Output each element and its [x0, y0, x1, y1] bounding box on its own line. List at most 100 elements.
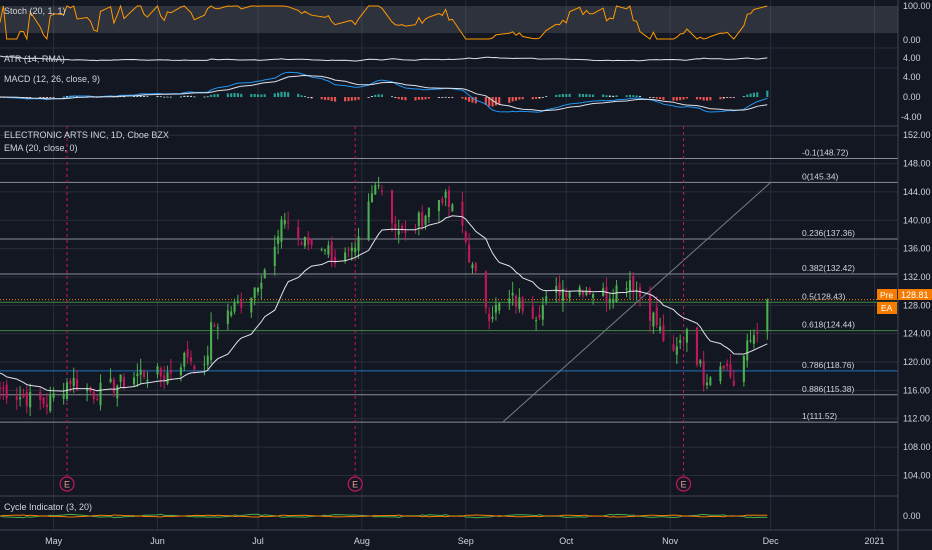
candle-body [461, 201, 464, 226]
candle-body [545, 296, 548, 302]
candle-body [42, 397, 45, 404]
candle-body [233, 301, 236, 312]
candle-body [2, 387, 5, 390]
price-tick: 108.00 [903, 442, 931, 452]
macd-histogram-bar [766, 90, 769, 97]
macd-histogram-bar [273, 93, 276, 97]
candle-body [116, 385, 119, 399]
symbol-badge [877, 302, 897, 314]
candle-body [702, 361, 705, 386]
macd-label[interactable]: MACD (12, 26, close, 9) [4, 74, 100, 84]
candle-body [136, 373, 139, 377]
macd-histogram-bar [561, 93, 564, 97]
macd-histogram-bar [682, 97, 685, 100]
macd-histogram-bar [588, 94, 591, 97]
candle-body [649, 294, 652, 321]
fib-trendline [502, 182, 772, 423]
candle-body [347, 249, 350, 251]
candle-body [99, 382, 102, 406]
candle-body [538, 314, 541, 318]
price-tick: 120.00 [903, 357, 931, 367]
candle-body [273, 246, 276, 267]
macd-histogram-bar [213, 94, 216, 97]
candle-body [210, 322, 213, 361]
candle-body [287, 222, 290, 224]
candle-body [615, 285, 618, 303]
candle-body [592, 294, 595, 298]
candle-body [357, 236, 360, 251]
candle-body [447, 190, 451, 207]
earnings-marker [347, 476, 363, 492]
macd-histogram-bar [277, 92, 280, 97]
macd-histogram-bar [49, 97, 52, 98]
atr-label[interactable]: ATR (14, RMA) [4, 54, 65, 64]
atr-tick: 4.00 [903, 53, 921, 63]
candle-body [226, 310, 229, 324]
macd-histogram-bar [122, 96, 126, 98]
candle-body [421, 211, 424, 227]
macd-signal-line [0, 74, 768, 112]
macd-histogram-bar [441, 97, 444, 98]
candle-body [491, 316, 494, 319]
macd-histogram-bar [327, 97, 330, 101]
macd-histogram-bar [732, 97, 735, 98]
stoch-label[interactable]: Stoch (20, 1, 1) [4, 6, 66, 16]
candle-body [581, 291, 585, 295]
macd-histogram-bar [283, 91, 286, 97]
macd-histogram-bar [484, 97, 487, 106]
macd-histogram-bar [146, 96, 149, 98]
ema-label[interactable]: EMA (20, close, 0) [4, 143, 78, 153]
candle-body [752, 335, 755, 344]
macd-histogram-bar [535, 97, 538, 99]
price-tick: 132.00 [903, 272, 931, 282]
candle-body [86, 388, 89, 392]
fibonacci-retracement[interactable]: -0.1(148.72) 0(145.34) 0.236(137.36) 0.382(… [0, 147, 898, 423]
macd-histogram-bar [347, 97, 350, 102]
candle-body [695, 327, 698, 366]
time-axis-label: May [45, 536, 63, 546]
candle-body [508, 298, 511, 304]
price-tick: 128.00 [903, 300, 931, 310]
macd-histogram-bar [374, 94, 377, 97]
candle-body [397, 230, 400, 235]
candle-body [518, 297, 521, 309]
candle-body [330, 241, 333, 262]
candle-body [327, 245, 330, 255]
fib-level-label: 0.618(124.44) [802, 320, 855, 330]
price-axis[interactable]: 152.00 148.00 144.00 140.00 136.00 132.00 128.… [903, 130, 931, 480]
macd-histogram-bar [565, 94, 568, 97]
macd-histogram-bar [531, 97, 534, 100]
time-axis[interactable]: May Jun Jul Aug Sep Oct Nov Dec 2021 [45, 536, 884, 546]
candle-body [277, 236, 280, 244]
macd-histogram-bar [742, 96, 745, 98]
cycle-indicator-label[interactable]: Cycle Indicator (3, 20) [4, 502, 92, 512]
candle-body [756, 331, 759, 334]
macd-histogram-bar [52, 96, 55, 98]
macd-histogram-bar [203, 96, 206, 98]
symbol-title[interactable]: ELECTRONIC ARTS INC, 1D, Cboe BZX [4, 130, 169, 140]
candle-body [156, 366, 159, 375]
candlestick-series[interactable] [0, 176, 769, 417]
candle-body [394, 223, 397, 230]
candle-body [682, 337, 685, 339]
macd-histogram-bar [699, 97, 702, 100]
candle-body [76, 379, 79, 390]
candle-body [568, 292, 571, 299]
candle-body [531, 306, 534, 320]
candle-body [367, 201, 370, 241]
candle-body [109, 378, 112, 383]
macd-histogram-bar [746, 94, 749, 97]
macd-histogram-bar [330, 97, 333, 101]
macd-histogram-bar [625, 95, 628, 97]
macd-histogram-bar [300, 95, 303, 97]
macd-histogram-bar [390, 96, 394, 98]
macd-histogram-bar [183, 95, 186, 97]
macd-histogram-bar [206, 96, 209, 98]
macd-histogram-bar [350, 97, 353, 101]
candle-body [189, 357, 193, 362]
macd-histogram-bar [45, 97, 48, 98]
price-tick: 152.00 [903, 130, 931, 140]
macd-histogram-bar [632, 95, 635, 97]
macd-histogram-bar [139, 95, 142, 97]
